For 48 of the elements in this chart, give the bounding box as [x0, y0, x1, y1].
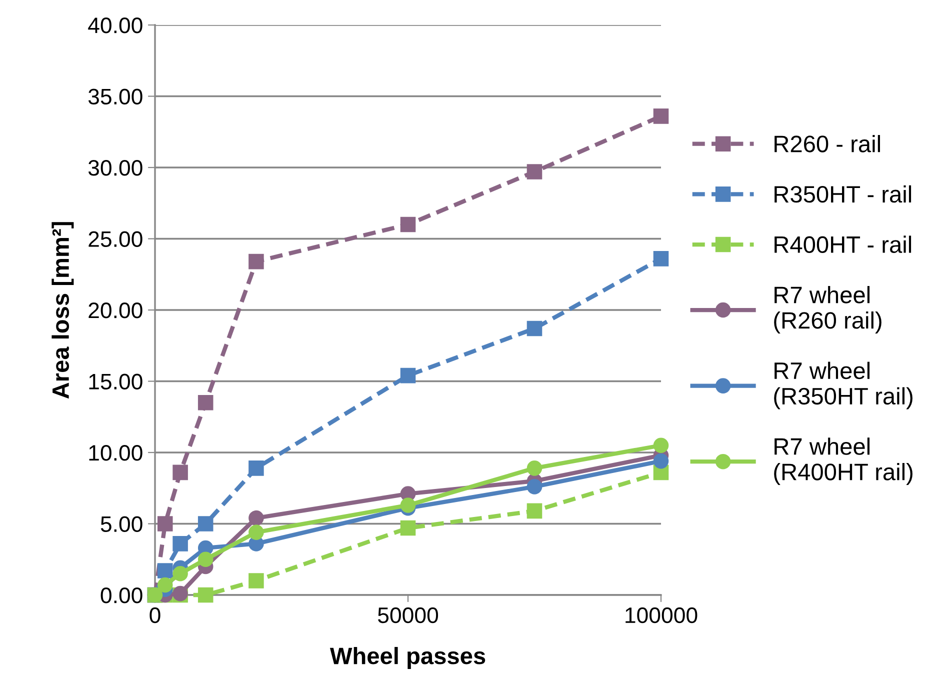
point	[653, 453, 669, 469]
legend-label: R7 wheel (R260 rail)	[774, 286, 882, 334]
point	[248, 510, 264, 526]
point	[157, 563, 173, 578]
point	[526, 479, 542, 494]
legend-label: R350HT - rail	[774, 185, 912, 203]
point	[198, 516, 214, 532]
y-tick-label: 5.00	[100, 516, 142, 532]
y-tick-label: 20.00	[88, 302, 142, 318]
point	[198, 394, 214, 410]
point	[653, 251, 669, 266]
point	[526, 164, 542, 180]
point	[526, 320, 542, 336]
point	[198, 552, 214, 568]
y-tick-label: 40.00	[88, 18, 142, 34]
point	[157, 577, 173, 593]
legend-label: R400HT - rail	[774, 236, 912, 254]
legend-label: R7 wheel (R350HT rail)	[774, 362, 912, 410]
point	[172, 566, 188, 582]
x-tick-label: 0	[150, 607, 160, 624]
point	[526, 503, 542, 519]
y-tick-label: 10.00	[89, 445, 142, 461]
point	[400, 216, 416, 232]
x-axis-title: Wheel passes	[330, 646, 486, 669]
legend-label: R7 wheel (R400HT rail)	[774, 438, 912, 485]
point	[653, 438, 669, 454]
y-tick-label: 0.00	[100, 588, 142, 604]
y-tick-label: 35.00	[88, 88, 142, 105]
point	[157, 516, 173, 532]
point	[172, 464, 188, 480]
point	[400, 520, 416, 536]
point	[248, 254, 264, 270]
point	[653, 108, 669, 124]
point	[248, 460, 264, 476]
x-tick-label: 100000	[626, 607, 698, 624]
point	[248, 573, 264, 588]
point	[400, 498, 416, 513]
legend-label: R260 - rail	[774, 134, 880, 152]
y-axis-title: Area loss [mm²]	[52, 222, 74, 399]
point	[172, 536, 188, 552]
point	[198, 587, 214, 603]
point	[526, 460, 542, 476]
y-tick-label: 25.00	[88, 231, 142, 248]
x-tick-label: 50000	[378, 607, 438, 624]
y-tick-label: 15.00	[89, 374, 142, 390]
point	[400, 368, 416, 384]
point	[248, 524, 264, 540]
y-tick-label: 30.00	[88, 160, 142, 176]
